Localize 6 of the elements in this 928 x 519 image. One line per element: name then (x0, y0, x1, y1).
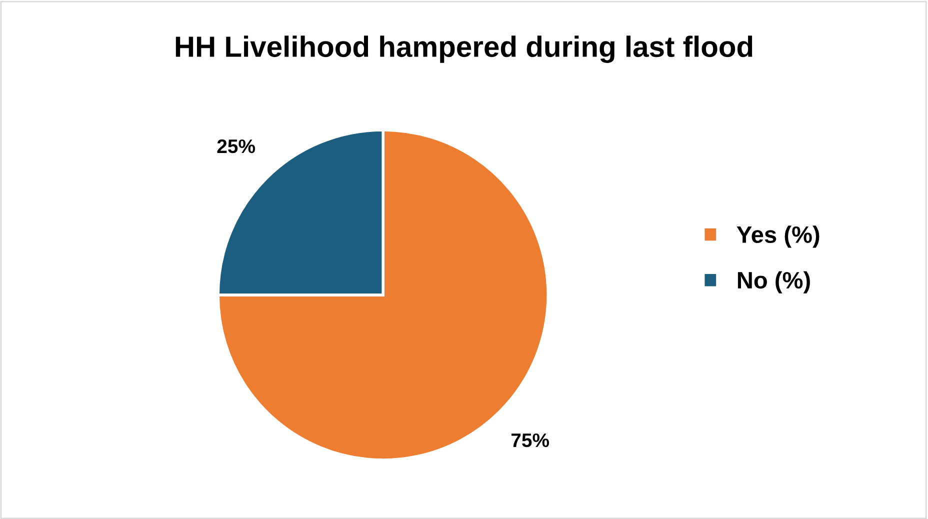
chart-title: HH Livelihood hampered during last flood (176, 36, 752, 63)
legend-label: No (%) (738, 271, 810, 294)
legend-label: Yes (%) (736, 226, 820, 248)
data-label: 75% (511, 433, 550, 448)
data-label: 25% (217, 139, 256, 154)
pie-slice (216, 128, 550, 462)
